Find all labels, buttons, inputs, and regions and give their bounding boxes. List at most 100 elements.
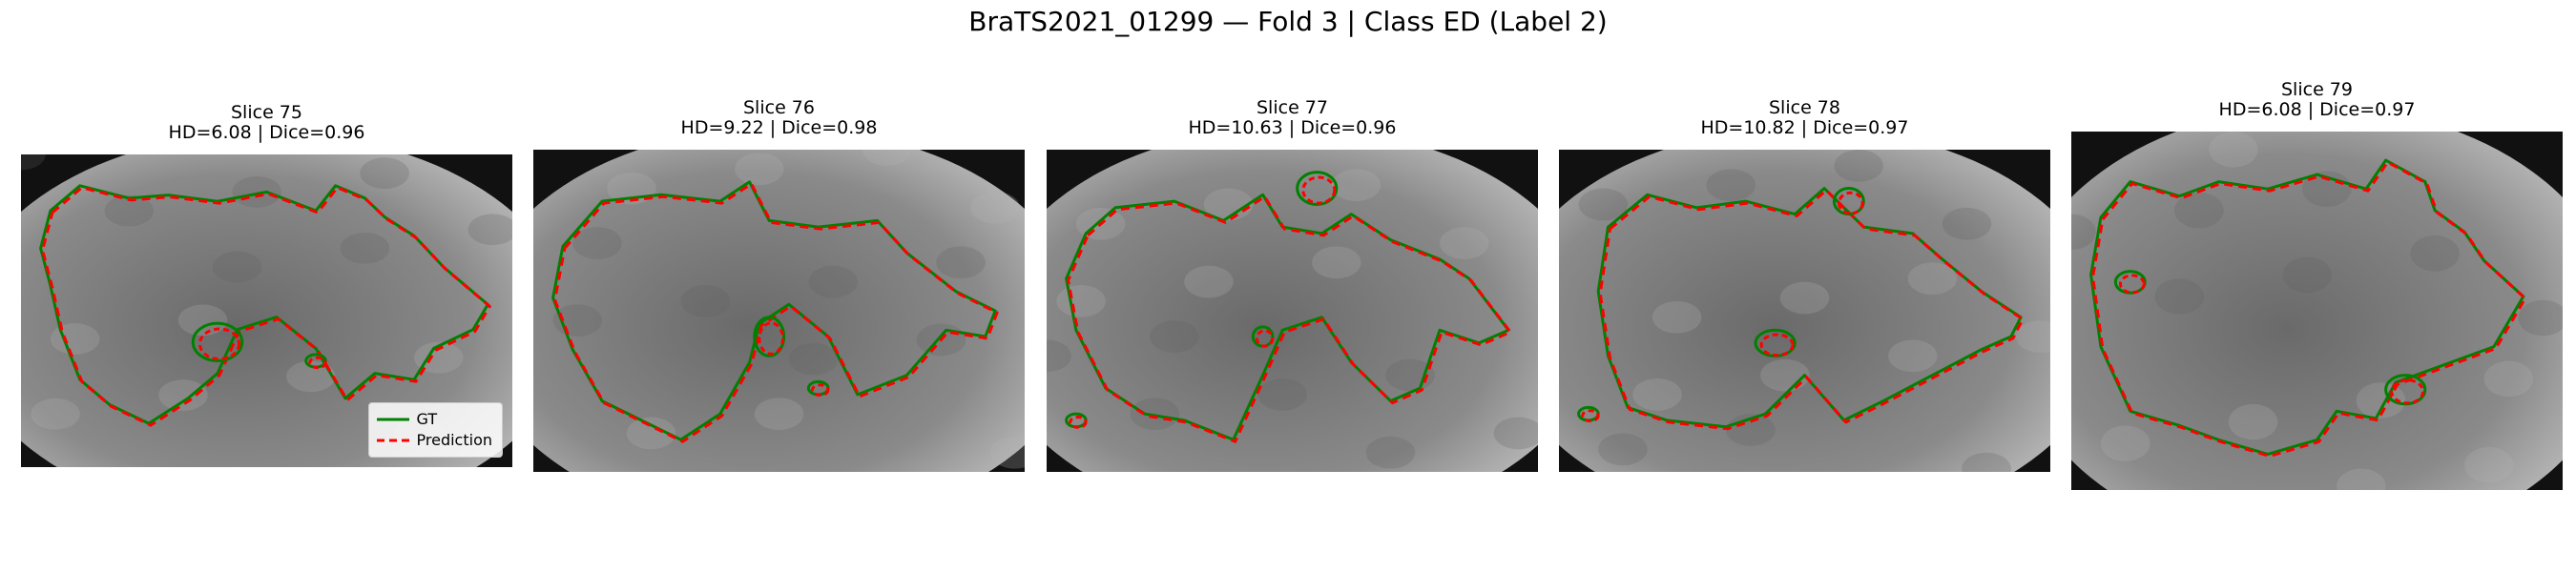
tissue-texture [414, 341, 464, 374]
tissue-texture [1047, 339, 1071, 373]
tissue-texture [2174, 192, 2224, 229]
tissue-texture [2337, 468, 2386, 490]
tissue-texture [754, 398, 804, 431]
tissue-texture [2071, 214, 2096, 251]
tissue-texture [2100, 425, 2150, 461]
tissue-texture [1150, 320, 1199, 353]
prediction-island-contour [1069, 416, 1088, 429]
tissue-texture [1888, 339, 1938, 373]
gt-line-icon [376, 418, 409, 421]
tissue-texture [680, 284, 730, 317]
tissue-texture [232, 175, 281, 208]
prediction-island-contour [758, 321, 785, 356]
prediction-contour [41, 186, 491, 427]
slice-label: Slice 77 [1257, 97, 1328, 118]
slice-panel-75: Slice 75 HD=6.08 | Dice=0.96 GT Predicti… [21, 103, 512, 467]
tissue-texture [1331, 169, 1381, 202]
tissue-texture [1907, 262, 1958, 296]
gt-island-contour [753, 316, 786, 358]
slice-panel-79: Slice 79 HD=6.08 | Dice=0.97 [2071, 80, 2563, 490]
tissue-texture [2282, 256, 2332, 294]
slice-panel-76: Slice 76 HD=9.22 | Dice=0.98 [533, 98, 1025, 472]
tissue-texture [21, 154, 46, 171]
tissue-texture [1056, 284, 1106, 317]
metrics-label: HD=6.08 | Dice=0.96 [168, 122, 365, 143]
tissue-texture [2015, 320, 2050, 353]
tissue-texture [1440, 227, 1489, 259]
tissue-texture [1962, 452, 2011, 472]
slice-label: Slice 78 [1769, 97, 1840, 118]
prediction-island-contour [197, 327, 241, 361]
brain-tissue [21, 154, 512, 467]
tissue-texture [2483, 360, 2534, 398]
prediction-island-contour [810, 383, 830, 398]
tissue-texture [626, 417, 676, 450]
tissue-texture [467, 214, 512, 246]
figure-title: BraTS2021_01299 — Fold 3 | Class ED (Lab… [968, 6, 1608, 37]
panel-title: Slice 79 HD=6.08 | Dice=0.97 [2071, 80, 2563, 120]
tissue-texture [1598, 433, 1648, 466]
brain-tissue [1559, 150, 2050, 472]
slice-label: Slice 75 [231, 102, 302, 123]
tissue-texture [788, 342, 839, 376]
legend-item-prediction: Prediction [376, 430, 492, 451]
tissue-texture [360, 157, 409, 190]
tissue-texture [1365, 436, 1416, 469]
tissue-texture [2228, 403, 2278, 440]
prediction-island-contour [1581, 409, 1600, 423]
prediction-island-contour [1301, 175, 1337, 205]
mri-slice-image [1559, 150, 2050, 472]
mri-slice-image [21, 154, 512, 467]
tissue-texture [1312, 246, 1361, 279]
legend: GT Prediction [367, 402, 503, 458]
tissue-texture [936, 246, 986, 279]
slice-label: Slice 79 [2281, 79, 2353, 100]
brain-tissue [1047, 150, 1538, 472]
gt-island-contour [191, 321, 244, 362]
tissue-texture [1632, 378, 1682, 411]
tissue-texture [1779, 281, 1830, 315]
tissue-texture [104, 194, 155, 227]
brain-tissue [2071, 132, 2563, 490]
tissue-texture [2154, 278, 2205, 315]
tissue-texture [808, 265, 858, 298]
panel-title: Slice 77 HD=10.63 | Dice=0.96 [1047, 98, 1538, 138]
tissue-texture [1706, 169, 1755, 202]
legend-prediction-label: Prediction [416, 431, 492, 449]
tissue-texture [970, 191, 1020, 224]
prediction-island-contour [1837, 191, 1864, 215]
tissue-texture [2464, 446, 2514, 483]
tissue-texture [1130, 398, 1180, 431]
tissue-texture [158, 379, 208, 411]
slice-label: Slice 76 [743, 97, 815, 118]
tissue-texture [2209, 132, 2258, 168]
panel-title: Slice 75 HD=6.08 | Dice=0.96 [21, 103, 512, 143]
mri-slice-image [533, 150, 1025, 472]
tissue-texture [1184, 265, 1234, 298]
legend-item-gt: GT [376, 409, 492, 430]
tissue-texture [1203, 188, 1254, 221]
tissue-texture [1652, 300, 1702, 334]
prediction-contour [553, 182, 999, 443]
tissue-texture [2410, 235, 2460, 272]
metrics-label: HD=10.63 | Dice=0.96 [1188, 117, 1397, 138]
tissue-texture [1942, 207, 1992, 240]
tissue-texture [286, 360, 336, 393]
tissue-texture [2518, 299, 2563, 337]
metrics-label: HD=9.22 | Dice=0.98 [680, 117, 878, 138]
slice-panel-77: Slice 77 HD=10.63 | Dice=0.96 [1047, 98, 1538, 472]
prediction-contour [1598, 189, 2025, 431]
prediction-island-contour [308, 356, 327, 370]
tissue-texture [1257, 378, 1307, 411]
tissue-texture [2356, 382, 2406, 419]
tissue-texture [572, 227, 622, 259]
tissue-texture [212, 251, 262, 283]
panel-title: Slice 76 HD=9.22 | Dice=0.98 [533, 98, 1025, 138]
panel-title: Slice 78 HD=10.82 | Dice=0.97 [1559, 98, 2050, 138]
prediction-dashed-line-icon [376, 439, 409, 442]
tissue-texture [862, 150, 912, 166]
prediction-island-contour [1759, 333, 1795, 358]
metrics-label: HD=6.08 | Dice=0.97 [2218, 99, 2416, 120]
slice-panel-78: Slice 78 HD=10.82 | Dice=0.97 [1559, 98, 2050, 472]
tissue-texture [1760, 358, 1810, 392]
